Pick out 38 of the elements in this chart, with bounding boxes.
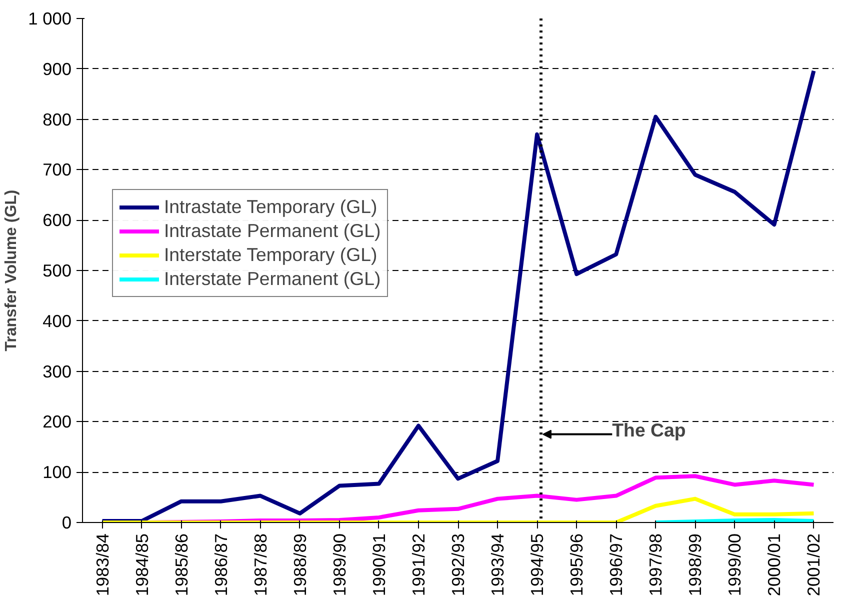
x-tick-label: 1996/97: [606, 533, 626, 596]
x-tick-label: 1998/99: [685, 533, 706, 596]
y-tick-label: 700: [42, 160, 72, 180]
x-tick-label: 1991/92: [408, 533, 428, 596]
y-axis-title: Transfer Volume (GL): [3, 190, 20, 352]
x-tick-label: 2001/02: [804, 533, 824, 596]
x-tick-label: 1997/98: [646, 533, 666, 596]
x-tick-label: 2000/01: [764, 533, 784, 596]
x-tick-label: 1986/87: [210, 533, 231, 596]
line-series: [100, 68, 816, 522]
y-tick-label: 1 000: [28, 8, 72, 28]
x-tick-label: 1987/88: [250, 533, 270, 596]
x-tick-label: 1988/89: [290, 533, 310, 596]
y-tick-label: 0: [62, 512, 72, 532]
legend-label: Interstate Temporary (GL): [164, 244, 378, 266]
line-series: [100, 496, 816, 522]
y-tick-label: 200: [42, 412, 72, 432]
legend-label: Interstate Permanent (GL): [164, 268, 381, 290]
ref-line-label: The Cap: [612, 419, 686, 440]
x-tick-label: 1989/90: [329, 533, 350, 596]
x-tick-label: 1985/86: [171, 533, 192, 596]
y-tick-label: 600: [42, 210, 72, 230]
y-tick-label: 100: [42, 462, 72, 482]
x-tick-label: 1993/94: [488, 533, 508, 596]
x-tick-label: 1994/95: [527, 533, 548, 596]
x-tick-label: 1984/85: [132, 533, 152, 596]
x-tick-label: 1992/93: [448, 533, 468, 596]
y-tick-label: 400: [42, 310, 72, 331]
x-tick-label: 1995/96: [566, 533, 587, 596]
y-tick-label: 800: [42, 109, 72, 130]
x-tick-label: 1983/84: [92, 533, 112, 596]
x-tick-label: 1999/00: [724, 533, 745, 596]
x-tick-label: 1990/91: [368, 533, 389, 596]
legend-label: Intrastate Permanent (GL): [164, 220, 381, 242]
legend-label: Intrastate Temporary (GL): [164, 196, 378, 218]
y-tick-label: 500: [42, 260, 72, 280]
y-tick-label: 300: [42, 361, 72, 382]
y-tick-label: 900: [42, 58, 72, 79]
